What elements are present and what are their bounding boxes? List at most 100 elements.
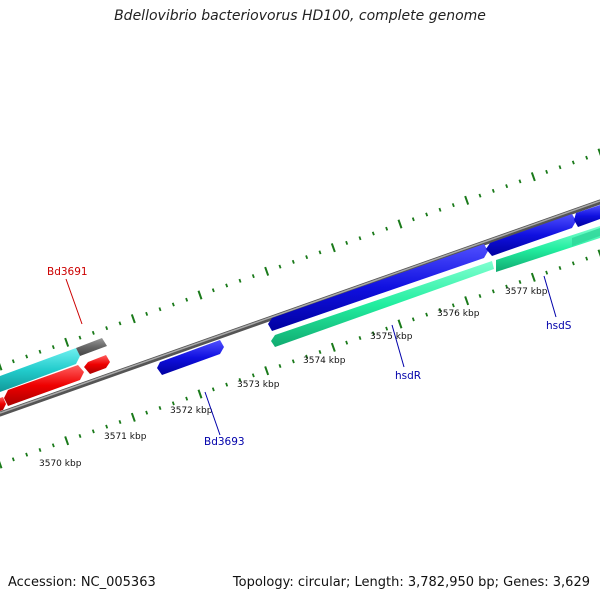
minor-tick	[238, 278, 242, 283]
minor-tick	[411, 217, 415, 222]
gene-mint-edge[interactable]	[572, 228, 600, 246]
gene-red-edge-arrow[interactable]	[0, 397, 6, 411]
scale-label: 3573 kbp	[237, 380, 280, 390]
minor-tick	[558, 165, 562, 170]
gene-label-bd3693[interactable]: Bd3693	[204, 436, 245, 448]
minor-tick	[158, 406, 162, 410]
gene-hsdR-arrow[interactable]	[268, 244, 488, 331]
minor-tick	[478, 193, 482, 198]
minor-tick	[105, 424, 109, 429]
minor-tick	[345, 240, 349, 245]
minor-tick	[478, 294, 482, 298]
scale-label: 3571 kbp	[104, 432, 147, 442]
gene-cyan-feature[interactable]	[0, 348, 80, 392]
minor-tick	[185, 396, 189, 401]
major-tick	[0, 460, 3, 469]
minor-tick	[305, 255, 309, 260]
major-tick	[330, 243, 336, 253]
minor-tick	[91, 429, 95, 434]
minor-tick	[118, 321, 122, 326]
minor-tick	[291, 259, 295, 264]
major-tick	[530, 172, 536, 182]
minor-tick	[238, 378, 242, 382]
minor-tick	[211, 288, 215, 293]
minor-tick	[491, 188, 495, 193]
major-tick	[597, 249, 600, 258]
gene-hsdS-arrow[interactable]	[486, 214, 576, 256]
minor-tick	[345, 340, 349, 345]
minor-tick	[118, 420, 122, 424]
scale-label: 3576 kbp	[437, 309, 480, 319]
minor-tick	[385, 326, 389, 331]
minor-tick	[318, 350, 322, 354]
gene-red-small-arrow[interactable]	[84, 355, 110, 374]
minor-tick	[425, 212, 429, 217]
inner-scale-ticks	[0, 249, 600, 469]
minor-tick	[171, 302, 175, 307]
major-tick	[264, 266, 270, 276]
scale-label: 3575 kbp	[370, 332, 413, 342]
minor-tick	[451, 303, 455, 308]
minor-tick	[505, 184, 509, 189]
minor-tick	[185, 297, 189, 302]
minor-tick	[51, 443, 55, 448]
minor-tick	[11, 457, 15, 462]
minor-tick	[91, 330, 95, 335]
minor-tick	[438, 207, 442, 212]
minor-tick	[358, 236, 362, 241]
gene-mint-long[interactable]	[271, 261, 494, 347]
minor-tick	[278, 264, 282, 269]
minor-tick	[371, 231, 375, 236]
minor-tick	[171, 401, 175, 406]
minor-tick	[451, 203, 455, 208]
minor-tick	[38, 349, 42, 354]
major-tick	[464, 296, 470, 306]
gene-blue-edge-arrow[interactable]	[574, 205, 600, 227]
minor-tick	[38, 448, 42, 452]
minor-tick	[545, 270, 549, 275]
major-tick	[330, 342, 336, 352]
minor-tick	[158, 307, 162, 312]
minor-tick	[358, 336, 362, 340]
minor-tick	[211, 387, 215, 392]
gene-features	[0, 205, 600, 411]
minor-tick	[371, 331, 375, 336]
gene-label-hsdR[interactable]: hsdR	[395, 370, 421, 382]
minor-tick	[545, 169, 549, 174]
scale-labels: 3570 kbp 3571 kbp 3572 kbp 3573 kbp 3574…	[39, 287, 548, 469]
gene-label-hsdS[interactable]: hsdS	[546, 320, 572, 332]
minor-tick	[51, 345, 55, 350]
minor-tick	[25, 354, 29, 359]
gene-label-bd3691[interactable]: Bd3691	[47, 266, 88, 278]
minor-tick	[78, 434, 82, 438]
minor-tick	[518, 179, 522, 184]
minor-tick	[145, 410, 149, 415]
minor-tick	[425, 312, 429, 317]
major-tick	[0, 363, 3, 371]
major-tick	[397, 219, 403, 229]
genome-backbone	[0, 199, 600, 417]
major-tick	[130, 314, 136, 324]
minor-tick	[571, 160, 575, 165]
gene-gray-feature[interactable]	[76, 338, 107, 356]
gene-bd3691-arrow[interactable]	[4, 365, 84, 406]
minor-tick	[411, 317, 415, 322]
scale-label: 3572 kbp	[170, 406, 213, 416]
minor-tick	[518, 280, 522, 284]
major-tick	[197, 290, 203, 300]
topology-summary: Topology: circular; Length: 3,782,950 bp…	[232, 575, 590, 590]
minor-tick	[25, 452, 29, 457]
minor-tick	[11, 359, 15, 364]
minor-tick	[571, 261, 575, 266]
minor-tick	[225, 382, 229, 387]
gene-bd3693-arrow[interactable]	[157, 340, 224, 375]
minor-tick	[385, 226, 389, 231]
major-tick	[264, 366, 270, 376]
minor-tick	[505, 284, 509, 289]
major-tick	[530, 272, 536, 282]
minor-tick	[105, 326, 109, 331]
minor-tick	[558, 266, 562, 270]
minor-tick	[585, 155, 589, 160]
minor-tick	[225, 283, 229, 288]
